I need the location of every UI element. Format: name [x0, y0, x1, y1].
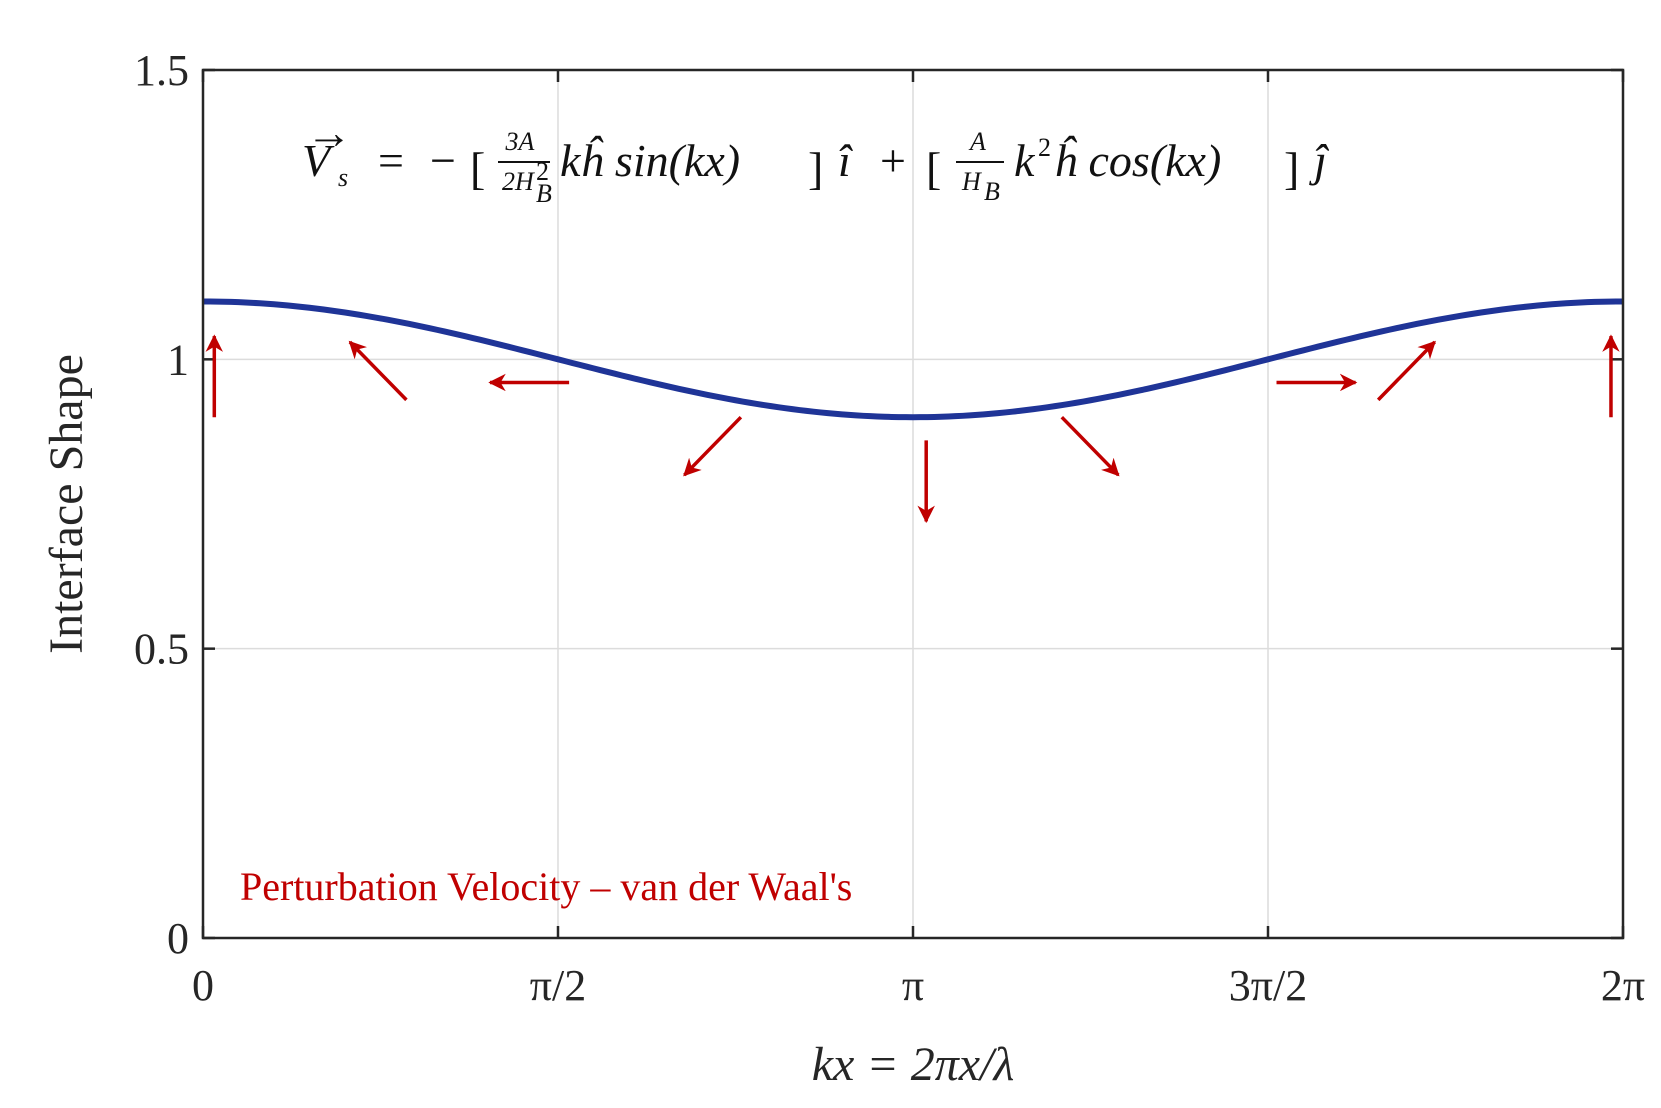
equation-bracket-close-2: ] [1284, 143, 1299, 194]
grid-lines [203, 70, 1623, 938]
y-tick-label: 0 [167, 914, 189, 963]
equation-lhs-subscript: s [338, 163, 348, 192]
equation-term2-sup: 2 [1038, 133, 1051, 162]
equation-minus: − [430, 135, 456, 186]
equation-plus: + [880, 135, 906, 186]
x-tick-label: 0 [192, 961, 214, 1010]
x-tick-label: 2π [1601, 961, 1645, 1010]
equation-bracket-open-2: [ [926, 143, 941, 194]
equation-equals: = [378, 135, 404, 186]
equation-frac1-denominator: 2H [502, 167, 535, 196]
y-axis-title: Interface Shape [40, 354, 93, 654]
plot-frame [201, 68, 1625, 940]
y-tick-label: 1.5 [134, 46, 189, 95]
y-tick-label: 0.5 [134, 625, 189, 674]
equation-frac2-den-sub: B [984, 177, 1000, 206]
velocity-arrow [1376, 340, 1436, 402]
equation-unit-i: î [838, 135, 853, 186]
equation-vector-arrow: → [306, 107, 352, 158]
velocity-arrow [348, 340, 408, 402]
equation-frac2-denominator: H [961, 167, 982, 196]
equation-lhs: V [302, 135, 335, 186]
equation-frac2-numerator: A [968, 127, 986, 156]
x-tick-label: 3π/2 [1229, 961, 1307, 1010]
equation-frac1-numerator: 3A [505, 127, 535, 156]
velocity-arrows [205, 334, 1620, 524]
x-axis-title: kx = 2πx/λ [812, 1038, 1014, 1091]
equation-bracket-open-1: [ [470, 143, 485, 194]
equation-bracket-close-1: ] [808, 143, 823, 194]
interface-shape-curve [202, 298, 1624, 421]
perturbation-annotation: Perturbation Velocity – van der Waal's [240, 864, 852, 909]
y-tick-label: 1 [167, 335, 189, 384]
x-tick-label: π [902, 961, 924, 1010]
equation-unit-j: ĵ [1309, 135, 1330, 186]
x-tick-label: π/2 [530, 961, 586, 1010]
equation-frac1-den-sub: B [536, 179, 552, 208]
equation-term1: kĥ sin(kx) [560, 135, 740, 186]
velocity-arrow [1060, 415, 1120, 477]
equation-frac1-den-sup: 2 [536, 157, 549, 186]
equation-term2: ĥ cos(kx) [1054, 135, 1221, 186]
equation-term2-k: k [1014, 135, 1036, 186]
series-layer [202, 298, 1624, 421]
velocity-equation: V → s = − [ 3A 2H 2 B kĥ sin(kx) ] î + [… [302, 107, 1330, 208]
velocity-arrow [683, 415, 743, 477]
